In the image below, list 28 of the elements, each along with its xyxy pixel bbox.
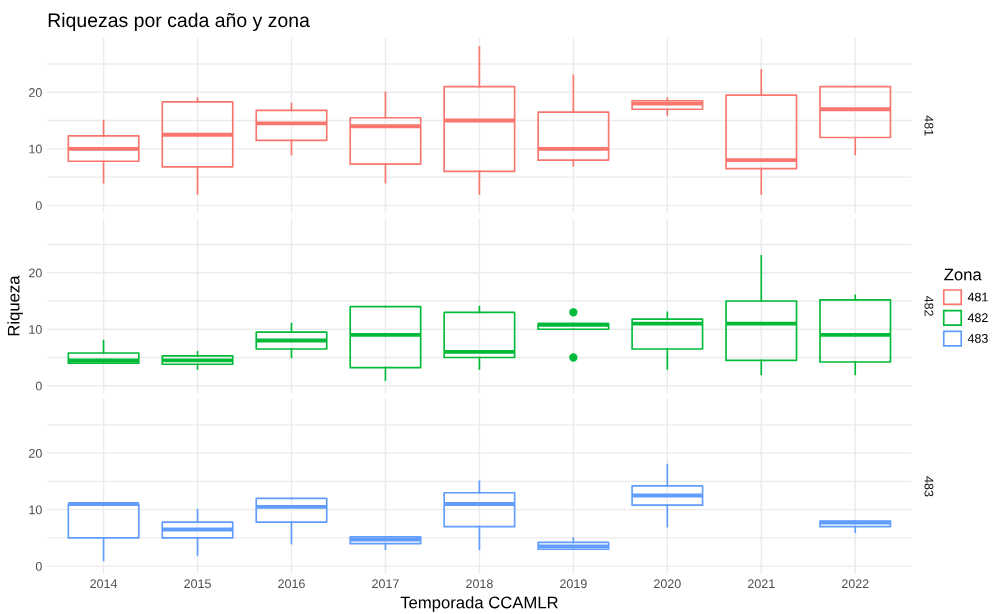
x-axis-title: Temporada CCAMLR (400, 596, 558, 612)
x-tick-label: 2021 (748, 579, 775, 589)
y-tick-label: 10 (29, 325, 42, 334)
legend-label: 482 (967, 313, 988, 323)
chart-title: Riquezas por cada año y zona (48, 12, 310, 31)
y-axis-title: Riqueza (7, 275, 23, 336)
x-tick-label: 2016 (278, 579, 305, 589)
y-tick-label: 10 (29, 144, 42, 154)
legend-label: 483 (967, 334, 988, 343)
y-tick-label: 20 (29, 268, 42, 278)
x-tick-label: 2020 (654, 579, 681, 589)
y-tick-label: 20 (29, 448, 42, 458)
x-tick-label: 2022 (841, 579, 869, 589)
x-tick-label: 2014 (90, 579, 118, 589)
y-tick-label: 20 (29, 88, 42, 97)
x-tick-label: 2019 (560, 579, 587, 589)
x-tick-label: 2017 (372, 579, 399, 589)
text: 483 (924, 476, 934, 497)
y-tick-label: 10 (29, 505, 42, 515)
text: 482 (924, 295, 934, 316)
x-tick-label: 2015 (184, 579, 211, 589)
y-tick-label: 0 (35, 201, 42, 210)
y-tick-label: 0 (35, 381, 42, 391)
legend-title: Zona (944, 268, 982, 281)
text: 481 (924, 115, 934, 136)
y-tick-label: 0 (35, 561, 42, 571)
x-tick-label: 2018 (466, 579, 493, 589)
legend-label: 481 (967, 292, 988, 302)
